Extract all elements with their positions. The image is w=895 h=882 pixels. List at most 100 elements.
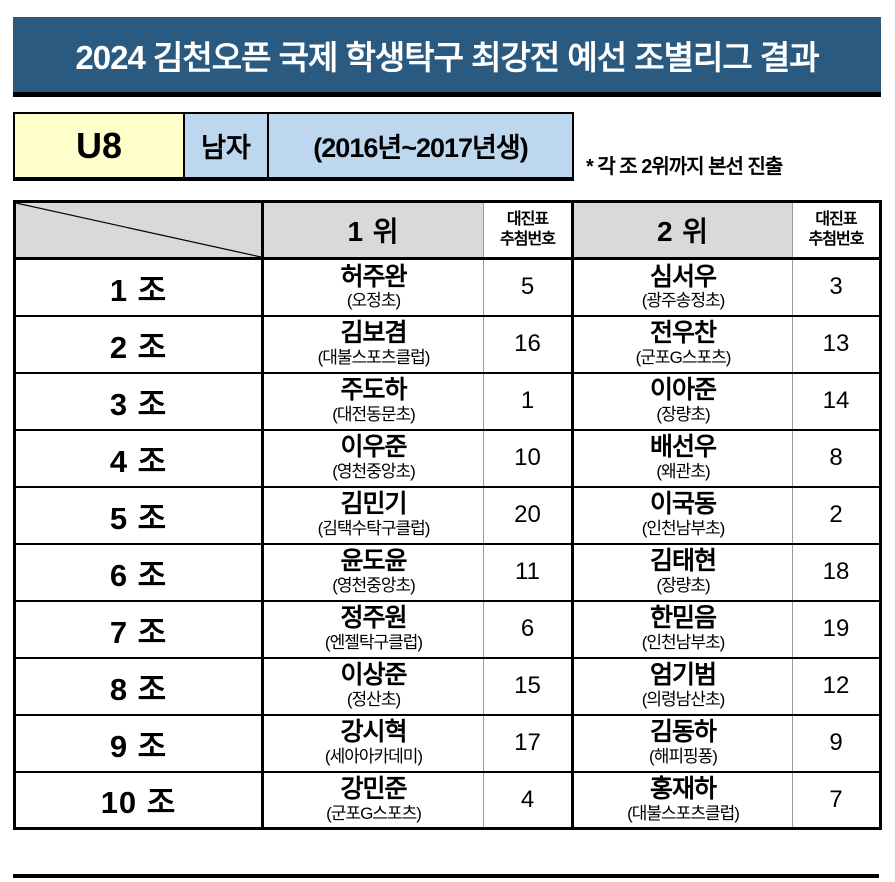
category-code: U8 (15, 114, 183, 177)
player-club: (장량초) (656, 575, 710, 595)
second-place-header: 2 위 (571, 201, 793, 260)
player-club: (광주송정초) (641, 291, 726, 311)
second-draw-cell: 18 (792, 543, 881, 602)
second-draw-cell: 13 (792, 315, 881, 374)
table-row: 7 조 정주원 (엔젤탁구클럽) 6 한믿음 (인천남부초) 19 (14, 600, 881, 659)
second-draw-cell: 8 (792, 429, 881, 488)
first-draw-cell: 15 (483, 657, 573, 716)
second-place-cell: 한믿음 (인천남부초) (571, 600, 793, 659)
second-place-cell: 김동하 (해피핑퐁) (571, 714, 793, 773)
second-draw-cell: 3 (792, 258, 881, 317)
player-club: (엔젤탁구클럽) (324, 632, 423, 652)
group-cell: 7 조 (14, 600, 263, 659)
first-place-cell: 김민기 (김택수탁구클럽) (261, 486, 484, 545)
player-club: (왜관초) (656, 461, 710, 481)
second-draw-header: 대진표 추첨번호 (792, 201, 881, 260)
qualification-note: * 각 조 2위까지 본선 진출 (586, 156, 783, 178)
first-draw-header: 대진표 추첨번호 (483, 201, 573, 260)
draw-header-line2: 추첨번호 (500, 231, 556, 248)
player-name: 강시혁 (340, 718, 407, 747)
first-draw-cell: 20 (483, 486, 573, 545)
first-draw-cell: 10 (483, 429, 573, 488)
player-name: 정주원 (340, 604, 407, 633)
player-name: 김보겸 (340, 319, 407, 348)
group-cell: 3 조 (14, 372, 263, 431)
table-row: 2 조 김보겸 (대불스포츠클럽) 16 전우찬 (군포G스포츠) 13 (14, 315, 881, 374)
player-name: 이국동 (649, 490, 717, 519)
first-place-cell: 이우준 (영천중앙초) (261, 429, 484, 488)
draw-header-line1: 대진표 (506, 211, 549, 228)
player-club: (정산초) (346, 689, 401, 709)
group-cell: 9 조 (14, 714, 263, 773)
player-name: 김태현 (649, 547, 717, 576)
group-cell: 6 조 (14, 543, 263, 602)
player-name: 이아준 (649, 376, 717, 405)
header-row: 1 위 대진표 추첨번호 2 위 대진표 추첨번호 (14, 201, 881, 260)
player-name: 이상준 (340, 661, 407, 690)
first-place-header: 1 위 (261, 201, 484, 260)
results-table: 1 위 대진표 추첨번호 2 위 대진표 추첨번호 1 조 허주완 (오정초) 5 심서… (13, 200, 882, 830)
second-draw-cell: 14 (792, 372, 881, 431)
table-row: 4 조 이우준 (영천중앙초) 10 배선우 (왜관초) 8 (14, 429, 881, 488)
group-cell: 2 조 (14, 315, 263, 374)
group-cell: 8 조 (14, 657, 263, 716)
table-row: 1 조 허주완 (오정초) 5 심서우 (광주송정초) 3 (14, 258, 881, 317)
category-birth-years: (2016년~2017년생) (267, 114, 572, 177)
group-cell: 1 조 (14, 258, 263, 317)
first-place-cell: 주도하 (대전동문초) (261, 372, 484, 431)
player-name: 심서우 (649, 262, 717, 291)
first-place-cell: 허주완 (오정초) (261, 258, 484, 317)
table-row: 8 조 이상준 (정산초) 15 엄기범 (의령남산초) 12 (14, 657, 881, 716)
first-draw-cell: 5 (483, 258, 573, 317)
second-place-cell: 엄기범 (의령남산초) (571, 657, 793, 716)
table-row: 5 조 김민기 (김택수탁구클럽) 20 이국동 (인천남부초) 2 (14, 486, 881, 545)
table-row: 6 조 윤도윤 (영천중앙초) 11 김태현 (장량초) 18 (14, 543, 881, 602)
draw-header-line2: 추첨번호 (808, 231, 865, 248)
category-gender: 남자 (183, 114, 267, 177)
player-club: (의령남산초) (641, 689, 726, 709)
player-club: (영천중앙초) (332, 575, 416, 595)
second-draw-cell: 12 (792, 657, 881, 716)
player-name: 김민기 (340, 490, 407, 519)
player-club: (군포G스포츠) (326, 803, 422, 823)
player-name: 홍재하 (649, 775, 717, 804)
first-draw-cell: 6 (483, 600, 573, 659)
player-club: (대불스포츠클럽) (627, 803, 740, 823)
player-name: 엄기범 (649, 661, 717, 690)
page-title: 2024 김천오픈 국제 학생탁구 최강전 예선 조별리그 결과 (75, 38, 819, 76)
first-place-cell: 강민준 (군포G스포츠) (261, 771, 484, 830)
draw-header-line1: 대진표 (815, 211, 857, 228)
group-cell: 10 조 (14, 771, 263, 830)
first-draw-cell: 4 (483, 771, 573, 830)
player-club: (오정초) (346, 291, 401, 311)
player-club: (장량초) (656, 404, 710, 424)
diagonal-line-icon (16, 203, 261, 257)
player-name: 강민준 (340, 775, 407, 804)
table-row: 9 조 강시혁 (세아아카데미) 17 김동하 (해피핑퐁) 9 (14, 714, 881, 773)
first-place-cell: 정주원 (엔젤탁구클럽) (261, 600, 484, 659)
player-name: 이우준 (340, 433, 407, 462)
second-place-cell: 김태현 (장량초) (571, 543, 793, 602)
player-club: (군포G스포츠) (635, 347, 732, 367)
first-draw-cell: 17 (483, 714, 573, 773)
player-club: (영천중앙초) (332, 461, 416, 481)
player-club: (인천남부초) (641, 632, 726, 652)
player-name: 한믿음 (649, 604, 717, 633)
corner-cell (14, 201, 263, 260)
second-draw-cell: 19 (792, 600, 881, 659)
player-name: 허주완 (340, 262, 407, 291)
player-club: (인천남부초) (641, 518, 726, 538)
second-place-cell: 이아준 (장량초) (571, 372, 793, 431)
player-club: (김택수탁구클럽) (317, 518, 431, 538)
second-place-cell: 홍재하 (대불스포츠클럽) (571, 771, 793, 830)
player-name: 윤도윤 (340, 547, 407, 576)
group-cell: 4 조 (14, 429, 263, 488)
first-draw-cell: 11 (483, 543, 573, 602)
second-draw-cell: 9 (792, 714, 881, 773)
player-club: (대전동문초) (332, 404, 416, 424)
second-place-cell: 배선우 (왜관초) (571, 429, 793, 488)
player-club: (대불스포츠클럽) (317, 347, 431, 367)
player-name: 전우찬 (649, 319, 717, 348)
second-draw-cell: 7 (792, 771, 881, 830)
